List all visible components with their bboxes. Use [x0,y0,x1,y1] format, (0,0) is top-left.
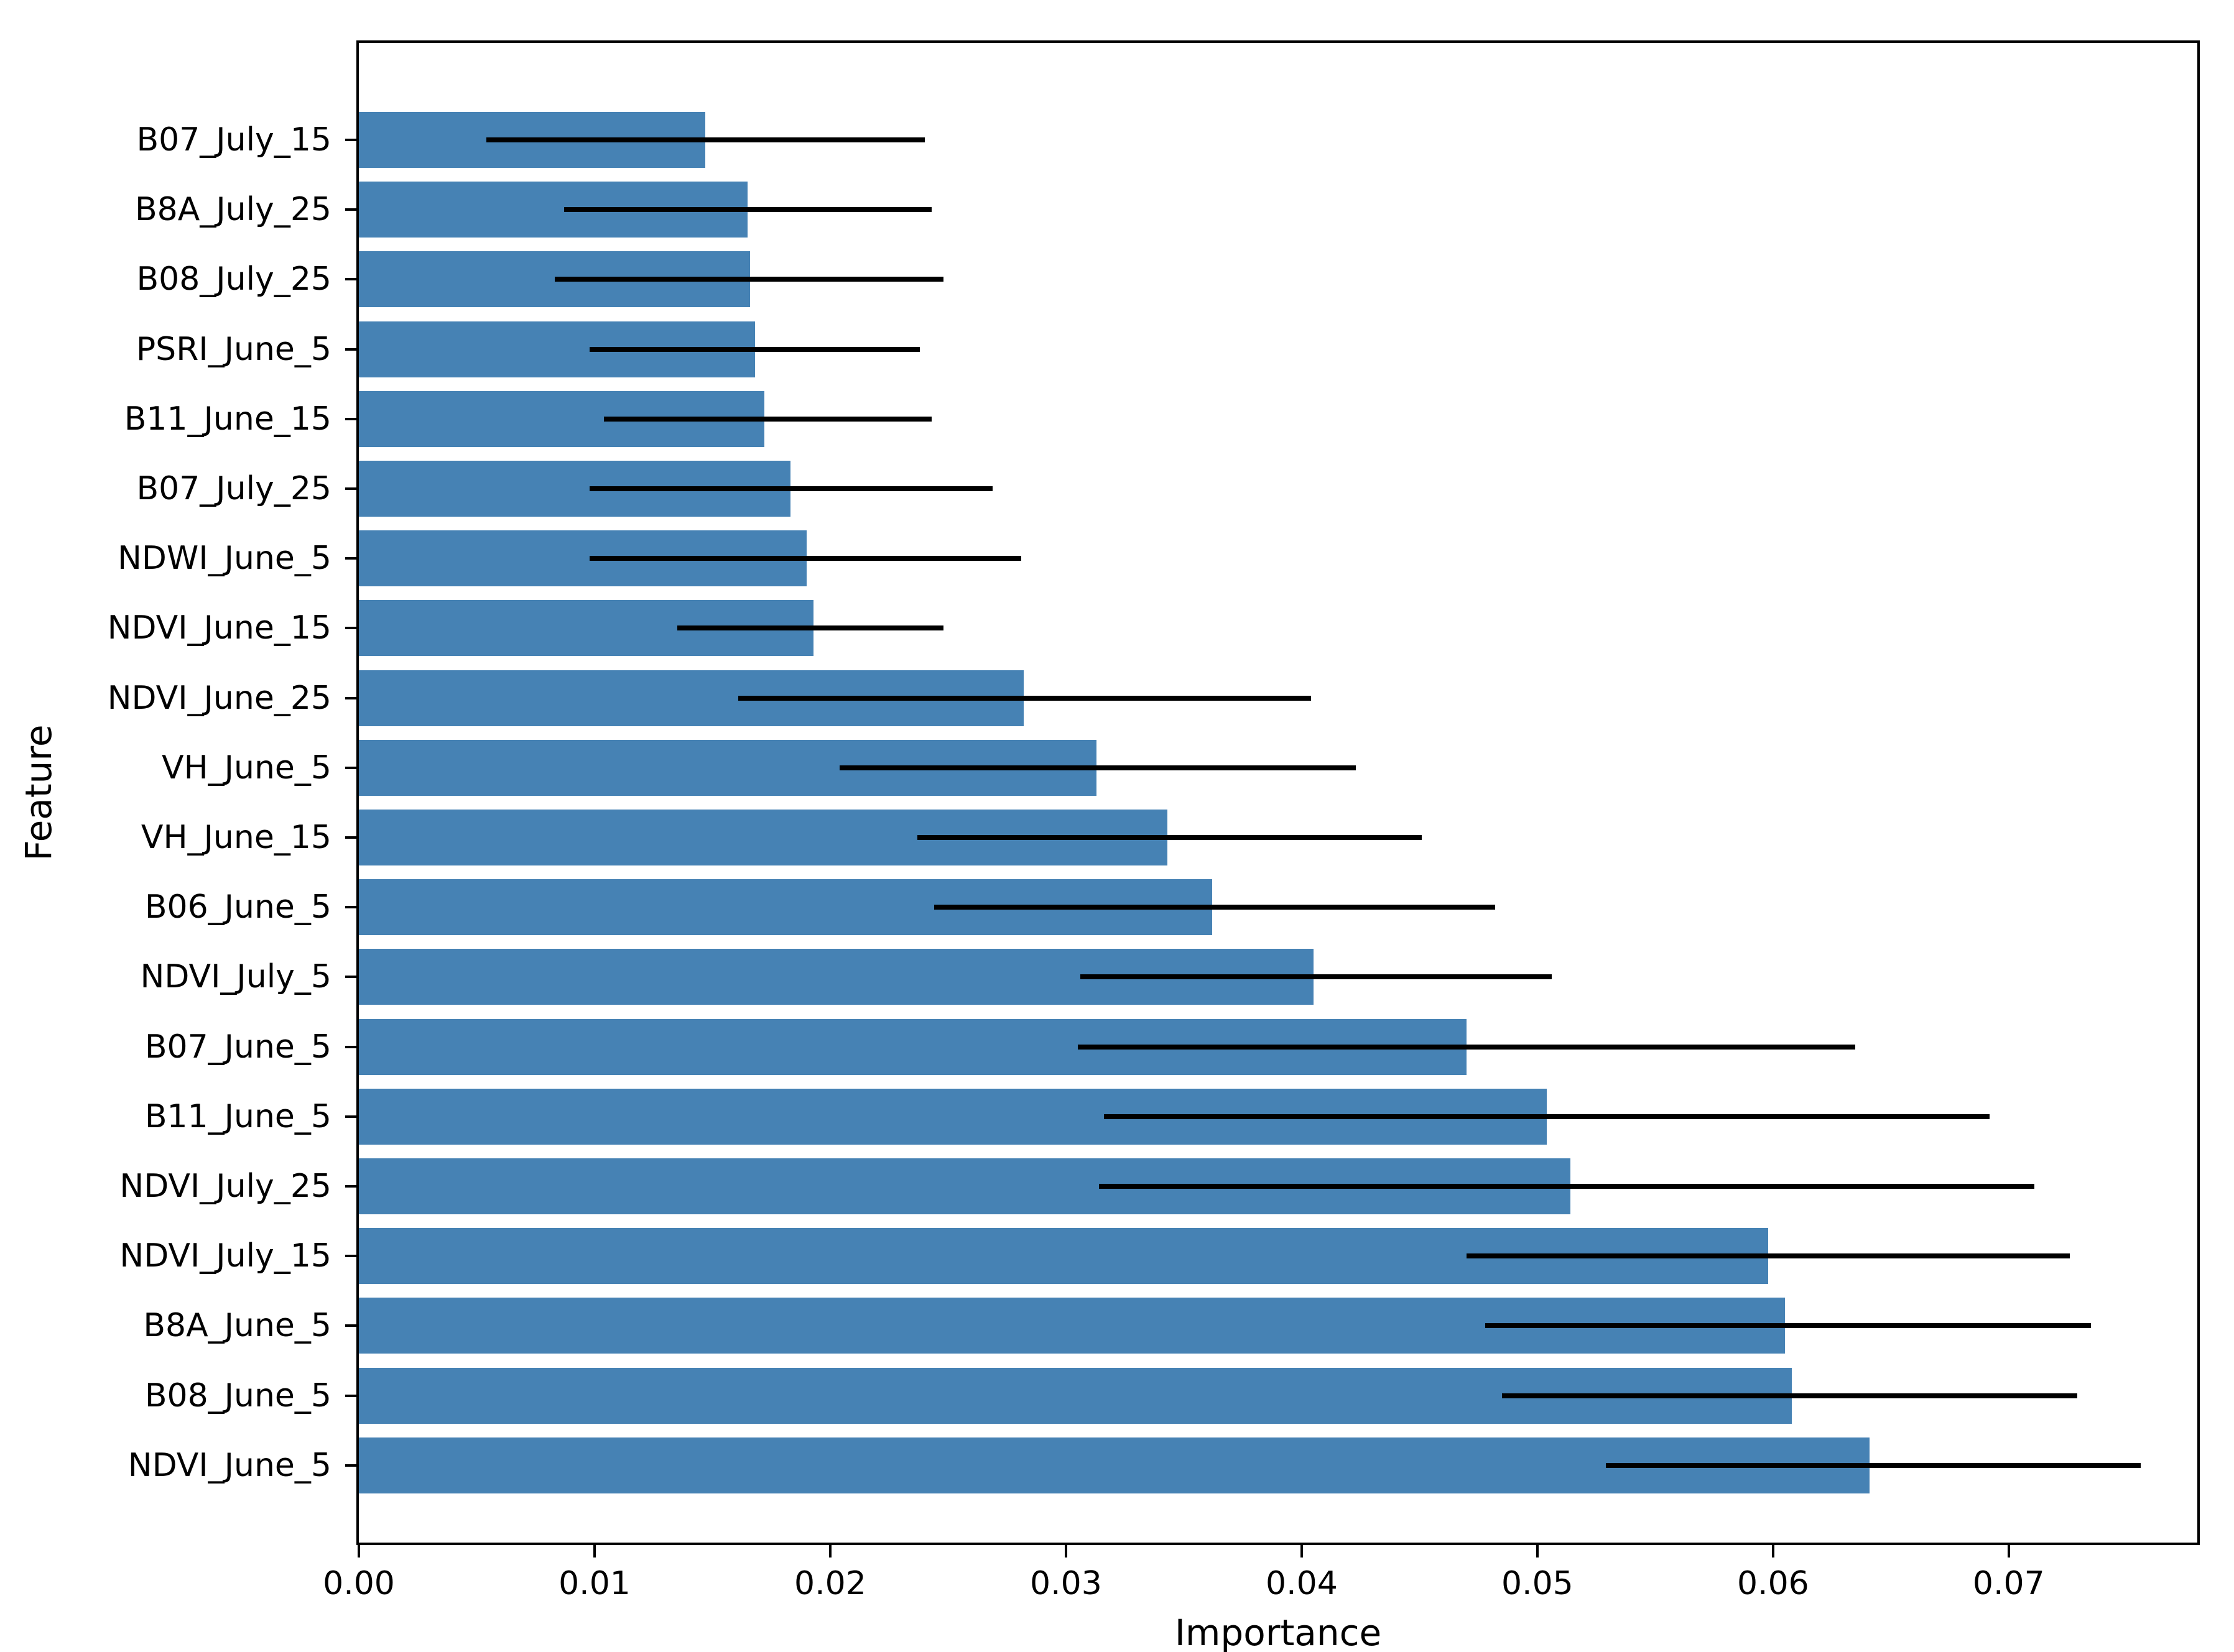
y-tick-mark [345,836,356,839]
error-bar-NDWI_June_5 [590,556,1021,561]
x-tick-label: 0.04 [1266,1565,1338,1602]
y-tick-label: B08_June_5 [144,1377,331,1414]
y-tick-label: B07_June_5 [144,1028,331,1066]
y-tick-label: NDVI_June_25 [107,679,331,717]
y-tick-mark [345,696,356,699]
x-axis-label: Importance [1174,1612,1382,1652]
y-tick-mark [345,1394,356,1397]
y-tick-mark [345,487,356,490]
error-bar-NDVI_June_25 [738,695,1312,701]
error-bar-VH_June_15 [917,835,1422,840]
y-tick-mark [345,1185,356,1188]
y-tick-label: B8A_June_5 [143,1307,331,1345]
y-tick-mark [345,417,356,420]
error-bar-NDVI_June_5 [1605,1462,2141,1468]
x-tick-mark [1064,1545,1067,1557]
x-tick-label: 0.07 [1972,1565,2045,1602]
y-tick-mark [345,906,356,909]
error-bar-NDVI_July_5 [1080,974,1552,980]
y-tick-mark [345,208,356,211]
x-tick-mark [1300,1545,1303,1557]
y-tick-label: B07_July_25 [136,470,331,507]
y-tick-mark [345,1115,356,1118]
y-tick-mark [345,976,356,979]
error-bar-B06_June_5 [934,905,1495,910]
x-tick-label: 0.05 [1501,1565,1574,1602]
y-tick-mark [345,1255,356,1258]
error-bar-VH_June_5 [840,765,1356,770]
y-tick-label: NDVI_June_15 [107,609,331,647]
y-tick-mark [345,627,356,630]
error-bar-B11_June_5 [1103,1114,1990,1119]
error-bar-B07_July_25 [590,486,993,491]
x-tick-mark [1771,1545,1774,1557]
x-tick-label: 0.01 [558,1565,631,1602]
error-bar-B07_June_5 [1077,1044,1856,1050]
x-tick-label: 0.00 [323,1565,395,1602]
x-tick-mark [1536,1545,1539,1557]
error-bar-PSRI_June_5 [590,346,920,352]
error-bar-NDVI_July_15 [1467,1253,2070,1259]
y-tick-label: NDVI_July_15 [119,1237,331,1275]
y-tick-label: NDVI_June_5 [127,1446,331,1484]
y-tick-label: B07_July_15 [136,121,331,159]
y-tick-mark [345,278,356,281]
y-tick-label: VH_June_15 [141,819,331,856]
y-tick-mark [345,139,356,141]
y-tick-label: B8A_July_25 [134,191,331,229]
y-tick-mark [345,557,356,560]
y-tick-label: B11_June_15 [124,400,331,438]
y-tick-label: B06_June_5 [144,888,331,926]
y-tick-label: B08_July_25 [136,261,331,298]
y-tick-label: NDVI_July_5 [140,958,331,996]
error-bar-B07_July_15 [486,137,925,142]
y-tick-label: NDWI_June_5 [117,540,331,578]
x-tick-mark [593,1545,596,1557]
y-tick-label: B11_June_5 [144,1097,331,1135]
error-bar-B08_June_5 [1502,1393,2077,1398]
error-bar-NDVI_June_15 [677,625,943,631]
error-bar-B11_June_15 [604,416,932,422]
x-tick-mark [358,1545,360,1557]
y-tick-label: PSRI_June_5 [136,330,331,368]
y-tick-label: NDVI_July_25 [119,1168,331,1205]
plot-area [356,40,2200,1545]
x-tick-label: 0.02 [794,1565,866,1602]
error-bar-B08_July_25 [554,277,943,282]
error-bar-B8A_July_25 [563,207,932,213]
y-tick-label: VH_June_5 [162,749,331,787]
error-bar-NDVI_July_25 [1098,1184,2035,1189]
y-tick-mark [345,348,356,351]
x-tick-mark [2007,1545,2010,1557]
y-tick-mark [345,1464,356,1467]
y-tick-mark [345,1045,356,1048]
x-tick-mark [828,1545,832,1557]
x-tick-label: 0.06 [1736,1565,1809,1602]
y-tick-mark [345,766,356,769]
error-bar-B8A_June_5 [1485,1323,2092,1329]
x-tick-label: 0.03 [1030,1565,1102,1602]
y-tick-mark [345,1324,356,1327]
